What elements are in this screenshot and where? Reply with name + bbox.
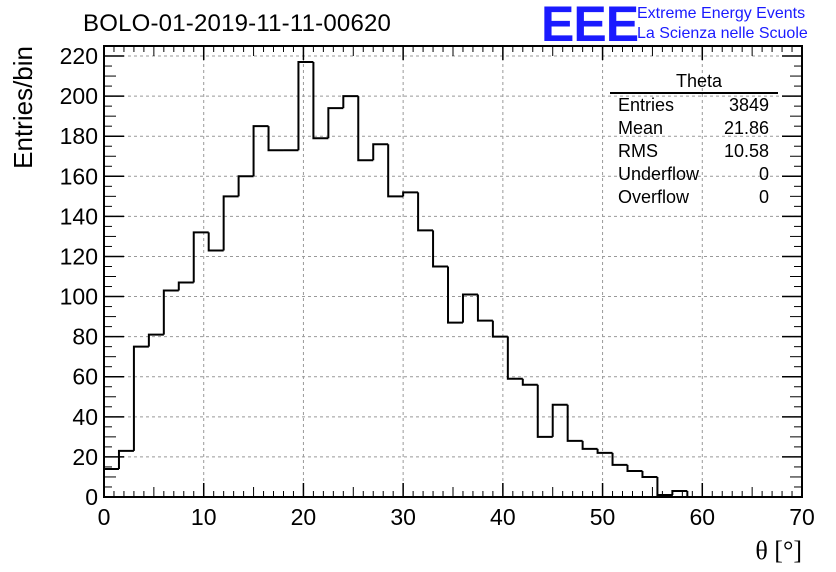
stats-label: Entries	[618, 95, 675, 115]
histogram-bin	[177, 281, 194, 291]
histogram-bin	[611, 452, 628, 466]
y-tick-label: 120	[60, 243, 98, 269]
histogram-bin	[432, 230, 449, 268]
x-tick-label: 30	[390, 504, 416, 530]
histogram-bin	[252, 125, 269, 177]
histogram-bin	[207, 232, 224, 252]
logo-line-2: La Scienza nelle Scuole	[637, 25, 808, 42]
x-tick-label: 60	[689, 504, 715, 530]
stats-label: Overflow	[618, 187, 690, 207]
stats-row-entries: Entries 3849	[610, 94, 778, 117]
x-tick-label: 0	[98, 504, 111, 530]
histogram-bin	[222, 195, 239, 251]
histogram-bin	[387, 144, 404, 198]
y-tick-label: 200	[60, 83, 98, 109]
histogram-series	[103, 61, 703, 498]
histogram-bin	[671, 489, 688, 495]
histogram-bin	[447, 266, 463, 324]
histogram-bin	[506, 336, 523, 380]
y-tick-label: 220	[60, 43, 98, 69]
axis-ticks	[103, 45, 803, 498]
histogram-bin	[417, 192, 434, 232]
x-tick-label: 40	[490, 504, 516, 530]
histogram-bin	[342, 95, 359, 109]
x-axis-title: θ [°]	[755, 536, 802, 565]
stats-value: 0	[758, 187, 769, 207]
histogram-bin	[162, 289, 179, 335]
histogram-title: BOLO-01-2019-11-11-00620	[83, 10, 392, 37]
histogram-bin	[626, 464, 643, 472]
stats-label: Underflow	[618, 164, 700, 184]
eee-logo: EEE Extreme Energy Events La Scienza nel…	[541, 0, 808, 52]
logo-text: Extreme Energy Events La Scienza nelle S…	[637, 4, 808, 44]
y-tick-label: 100	[60, 284, 98, 310]
stats-value: 21.86	[723, 118, 769, 138]
stats-row-underflow: Underflow 0	[610, 163, 778, 186]
grid-lines	[104, 46, 802, 497]
histogram-bin	[132, 345, 149, 451]
stats-row-rms: RMS 10.58	[610, 140, 778, 163]
histogram-bin	[402, 191, 419, 197]
histogram-bin	[536, 384, 553, 438]
x-tick-label: 70	[789, 504, 815, 530]
y-tick-labels: 0 20 40 60 80 100 120 140 160 180 200 220	[60, 43, 98, 510]
y-axis-title: Entries/bin	[8, 46, 38, 169]
y-tick-label: 140	[60, 203, 98, 229]
histogram-bin	[641, 470, 658, 478]
logo-line-1: Extreme Energy Events	[637, 5, 806, 22]
histogram-bin	[521, 378, 538, 386]
y-tick-label: 80	[72, 324, 98, 350]
stats-label: RMS	[618, 141, 658, 161]
stats-value: 0	[758, 164, 769, 184]
histogram-bin	[237, 175, 254, 197]
stats-row-overflow: Overflow 0	[610, 186, 778, 209]
logo-letters: EEE	[541, 0, 639, 52]
histogram-bin	[372, 143, 389, 161]
stats-box: Theta Entries 3849 Mean 21.86 RMS 10.58 …	[610, 70, 778, 209]
histogram-bin	[566, 404, 583, 442]
histogram-bin	[117, 449, 134, 469]
histogram-bin	[147, 333, 164, 347]
histogram-bin	[357, 96, 374, 162]
x-tick-label: 10	[191, 504, 217, 530]
y-tick-label: 160	[60, 163, 98, 189]
x-tick-labels: 0 10 20 30 40 50 60 70	[98, 504, 815, 530]
stats-value: 10.58	[723, 141, 769, 161]
histogram-bin	[551, 403, 568, 437]
stats-box-title: Theta	[610, 70, 778, 94]
stats-row-mean: Mean 21.86	[610, 117, 778, 140]
histogram-bin	[267, 126, 284, 152]
y-tick-label: 40	[72, 404, 98, 430]
y-tick-label: 60	[72, 364, 98, 390]
histogram-bin	[491, 320, 508, 338]
histogram-bin	[103, 467, 119, 497]
histogram-bin	[461, 293, 478, 323]
histogram-bin	[596, 448, 613, 454]
y-tick-label: 180	[60, 123, 98, 149]
histogram-bin	[327, 107, 344, 139]
stats-value: 3849	[728, 95, 769, 115]
histogram-bin	[476, 294, 493, 322]
histogram-bin	[581, 440, 598, 450]
histogram-bin	[297, 61, 314, 151]
histogram-bin	[192, 231, 209, 283]
stats-label: Mean	[618, 118, 664, 138]
x-tick-label: 50	[590, 504, 616, 530]
y-tick-label: 0	[85, 484, 98, 510]
x-tick-label: 20	[291, 504, 317, 530]
histogram-bin	[656, 476, 673, 496]
y-tick-label: 20	[72, 444, 98, 470]
histogram-bin	[312, 62, 329, 140]
